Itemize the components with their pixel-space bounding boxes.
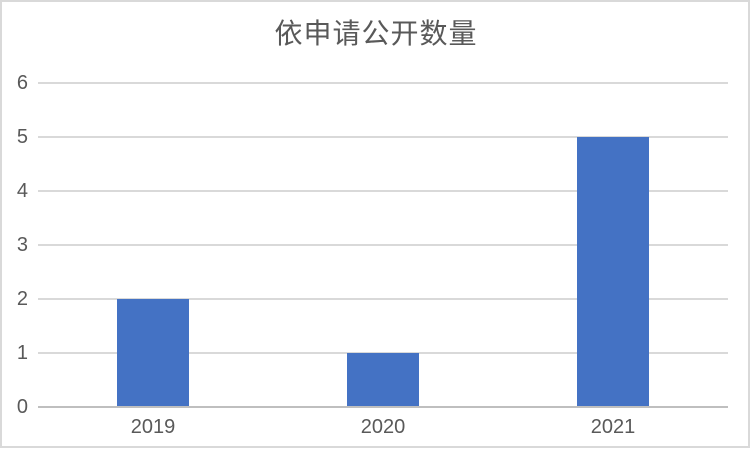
- bar-2020: [347, 353, 419, 407]
- bar-2019: [117, 299, 189, 407]
- y-axis-tick-label: 6: [16, 72, 28, 94]
- x-axis-label-2020: 2020: [360, 416, 406, 438]
- y-axis-tick-label: 1: [16, 342, 28, 364]
- gridline: [38, 136, 728, 138]
- gridline: [38, 244, 728, 246]
- y-axis-tick-label: 2: [16, 288, 28, 310]
- bar-2021: [577, 137, 649, 407]
- gridline: [38, 82, 728, 84]
- gridline: [38, 298, 728, 300]
- y-axis-tick-label: 3: [16, 234, 28, 256]
- y-axis-tick-label: 0: [16, 396, 28, 418]
- x-axis-label-2019: 2019: [130, 416, 176, 438]
- gridline: [38, 190, 728, 192]
- chart-title: 依申请公开数量: [274, 18, 478, 49]
- y-axis-tick-label: 5: [16, 126, 28, 148]
- y-axis-tick-label: 4: [16, 180, 28, 202]
- x-axis-label-2021: 2021: [590, 416, 636, 438]
- x-axis-line: [38, 406, 728, 408]
